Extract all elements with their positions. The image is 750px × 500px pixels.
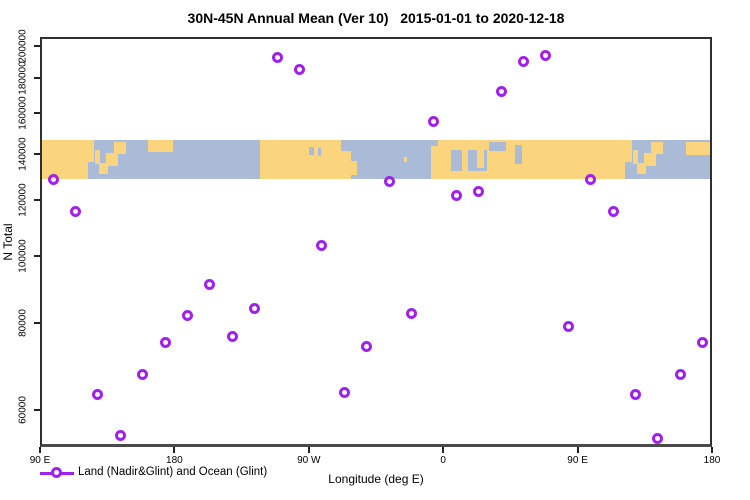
y-axis-tick [34, 76, 40, 79]
data-point-open-circle [70, 205, 82, 217]
data-point-open-circle [607, 205, 619, 217]
legend-label: Land (Nadir&Glint) and Ocean (Glint) [78, 466, 268, 478]
y-axis-tick-label: 140000 [17, 137, 29, 171]
map-sea-shape [317, 147, 322, 156]
x-axis-tick [710, 447, 713, 453]
y-axis-tick-label: 60000 [17, 396, 29, 424]
data-point-open-circle [428, 115, 440, 127]
data-point-open-circle [114, 430, 126, 442]
x-axis-tick-label: 90 E [29, 455, 51, 466]
data-point-open-circle [271, 52, 283, 64]
map-land-shape [487, 140, 626, 180]
x-axis-tick-label: 90 W [297, 455, 321, 466]
y-axis-tick-label: 200000 [17, 29, 29, 63]
legend-marker-circle-icon [51, 467, 62, 478]
data-point-open-circle [406, 308, 418, 320]
map-land-shape [651, 142, 664, 154]
y-axis-tick-label: 160000 [17, 96, 29, 131]
x-axis-tick [173, 447, 176, 453]
map-land-shape [685, 142, 710, 155]
data-point-open-circle [383, 176, 395, 188]
map-land-shape [95, 149, 101, 165]
map-land-shape [437, 140, 508, 151]
map-sea-shape [309, 147, 314, 155]
data-point-open-circle [652, 432, 664, 444]
map-land-shape [462, 148, 469, 171]
data-point-open-circle [316, 240, 328, 252]
y-axis-tick [34, 112, 40, 115]
y-axis-tick [34, 152, 40, 155]
data-point-open-circle [338, 387, 350, 399]
map-land-shape [351, 160, 358, 175]
map-sea-shape [489, 142, 507, 152]
map-land-shape [340, 151, 352, 180]
data-point-open-circle [249, 303, 261, 315]
world-map-band [42, 140, 710, 180]
x-axis-tick [442, 447, 445, 453]
map-land-shape [477, 150, 485, 169]
data-point-open-circle [518, 55, 530, 67]
y-axis-tick-label: 100000 [17, 238, 29, 273]
map-land-shape [431, 145, 452, 180]
map-land-shape [449, 170, 510, 180]
map-land-shape [632, 149, 638, 165]
data-point-open-circle [630, 389, 642, 401]
map-sea-shape [514, 144, 523, 165]
data-point-open-circle [450, 189, 462, 201]
y-axis-tick [34, 409, 40, 412]
data-point-open-circle [585, 173, 597, 185]
y-axis-title: N Total [1, 223, 15, 261]
map-land-shape [637, 162, 647, 174]
data-point-open-circle [182, 310, 194, 322]
data-point-open-circle [159, 337, 171, 349]
map-land-shape [42, 140, 88, 180]
map-land-shape [625, 140, 632, 162]
x-axis-tick-label: 180 [703, 455, 721, 466]
data-point-open-circle [294, 63, 306, 75]
data-point-open-circle [226, 331, 238, 343]
map-land-shape [148, 140, 174, 152]
map-land-shape [87, 140, 95, 162]
data-point-open-circle [204, 278, 216, 290]
chart-title: 30N-45N Annual Mean (Ver 10) 2015-01-01 … [187, 10, 565, 26]
y-axis-tick-label: 180000 [17, 61, 29, 95]
data-point-open-circle [47, 173, 59, 185]
map-land-shape [99, 162, 109, 174]
x-axis-tick [39, 447, 41, 453]
plot-area: Land (Nadir&Glint) and Ocean (Glint) [40, 37, 712, 478]
x-axis-tick-label: 90 E [567, 455, 588, 466]
map-land-shape [113, 142, 126, 154]
y-axis-tick [34, 199, 40, 202]
x-axis-title: Longitude (deg E) [328, 472, 424, 486]
data-point-open-circle [473, 185, 485, 197]
y-axis-tick-label: 80000 [17, 309, 29, 337]
y-axis-tick-label: 120000 [17, 183, 29, 218]
data-point-open-circle [137, 368, 149, 380]
data-point-open-circle [562, 321, 574, 333]
x-axis-tick [307, 447, 310, 453]
map-land-shape [260, 140, 341, 180]
data-point-open-circle [540, 50, 552, 62]
data-point-open-circle [674, 368, 686, 380]
x-axis-tick-label: 180 [166, 455, 183, 466]
data-point-open-circle [361, 341, 373, 353]
map-land-shape [404, 156, 408, 163]
data-point-open-circle [495, 86, 507, 98]
data-point-open-circle [697, 337, 709, 349]
y-axis-tick [34, 45, 40, 47]
x-axis-tick-label: 0 [440, 455, 446, 466]
y-axis-tick [34, 254, 40, 257]
map-land-shape [106, 153, 119, 166]
y-axis-tick [34, 322, 40, 325]
data-point-open-circle [92, 389, 104, 401]
map-land-shape [643, 153, 656, 166]
x-axis-tick [576, 447, 579, 453]
